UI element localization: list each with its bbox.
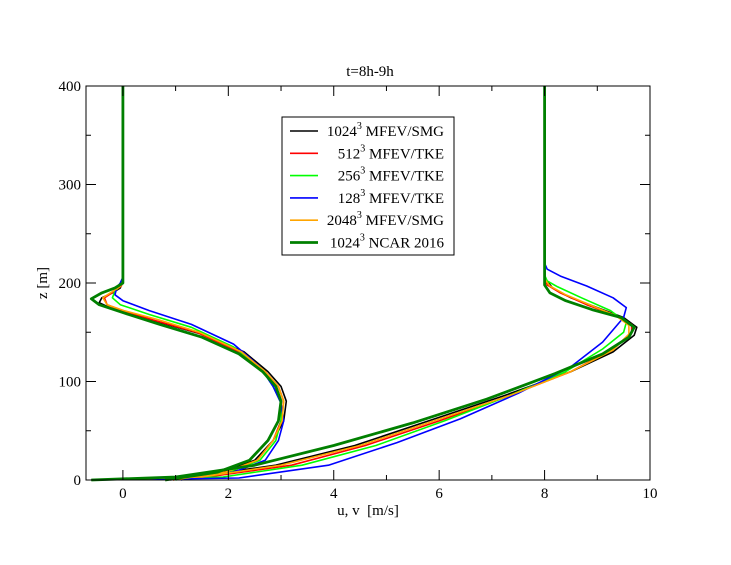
legend-label-2: 2563 MFEV/TKE	[338, 166, 444, 185]
y-tick-label: 400	[59, 79, 82, 95]
x-tick-label: 0	[119, 486, 127, 502]
legend-label-0: 10243 MFEV/SMG	[327, 121, 444, 140]
legend: 10243 MFEV/SMG 5123 MFEV/TKE 2563 MFEV/TKE…	[281, 116, 455, 256]
legend-items: 10243 MFEV/SMG 5123 MFEV/TKE 2563 MFEV/TKE…	[290, 121, 444, 252]
series-line-u-1	[103, 86, 285, 481]
y-tick-label: 300	[59, 178, 82, 194]
x-tick-label: 8	[541, 486, 549, 502]
series-line-v-0	[91, 86, 638, 481]
y-axis-label: z [m]	[35, 267, 51, 299]
series-layer	[89, 86, 638, 482]
series-line-u-0	[98, 86, 288, 481]
y-tick-label: 200	[59, 276, 82, 292]
legend-label-3: 1283 MFEV/TKE	[338, 188, 444, 207]
series-line-v-2	[91, 86, 628, 481]
x-tick-label: 2	[225, 486, 233, 502]
chart-title: t=8h-9h	[346, 64, 394, 80]
legend-label-4: 20483 MFEV/SMG	[327, 210, 444, 229]
series-line-v-4	[91, 86, 630, 481]
x-axis-label: u, v [m/s]	[337, 503, 399, 519]
series-line-u-2	[111, 86, 282, 481]
x-tick-label: 4	[330, 486, 338, 502]
y-tick-label: 100	[59, 375, 82, 391]
legend-box	[281, 116, 455, 256]
y-tick-label: 0	[74, 473, 82, 489]
x-tick-label: 10	[643, 486, 658, 502]
legend-label-5: 10243 NCAR 2016	[330, 233, 445, 252]
series-line-u-5	[89, 86, 283, 482]
x-tick-label: 6	[435, 486, 443, 502]
series-line-v-3	[91, 86, 628, 481]
legend-label-1: 5123 MFEV/TKE	[338, 143, 444, 162]
series-line-u-4	[102, 86, 285, 481]
series-line-v-5	[91, 86, 636, 482]
series-line-u-3	[114, 86, 285, 481]
